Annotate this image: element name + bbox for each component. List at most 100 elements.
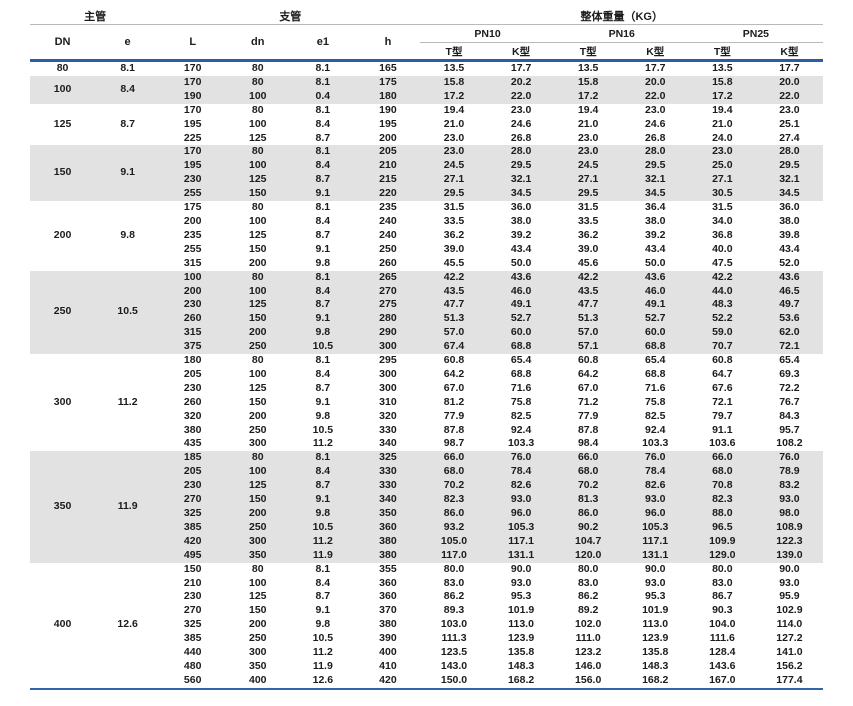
table-cell: 8.4 xyxy=(290,159,356,174)
col-header-pn10: PN10 xyxy=(420,24,555,43)
table-cell: 20.0 xyxy=(755,75,823,90)
table-cell: 230 xyxy=(183,590,202,603)
table-cell: 46.0 xyxy=(487,284,555,299)
table-cell: 96.0 xyxy=(621,507,689,521)
table-cell: 60.0 xyxy=(621,326,689,341)
table-cell: 8.1 xyxy=(315,103,331,116)
table-cell: 8.1 xyxy=(290,75,356,90)
table-cell: 102.0 xyxy=(575,618,602,631)
table-cell: 315 xyxy=(160,326,226,341)
table-cell: 80 xyxy=(251,103,264,116)
table-cell: 325 xyxy=(355,451,421,466)
table-cell: 52.7 xyxy=(487,312,555,327)
table-cell: 23.0 xyxy=(688,145,756,160)
table-cell: 320 xyxy=(379,409,397,422)
table-cell: 385 xyxy=(160,520,226,535)
table-cell: 93.2 xyxy=(420,520,488,535)
table-cell: 95.3 xyxy=(645,590,666,603)
table-cell: 87.8 xyxy=(443,423,465,436)
table-cell: 180 xyxy=(355,89,421,104)
table-cell: 100 xyxy=(225,465,291,480)
table-cell: 117.1 xyxy=(487,534,555,549)
table-cell: 105.3 xyxy=(621,520,689,535)
table-cell: 86.0 xyxy=(420,507,488,521)
table-cell: 129.0 xyxy=(688,548,756,563)
table-cell: 240 xyxy=(379,228,397,241)
table-cell: 36.4 xyxy=(645,201,666,214)
table-cell: 93.0 xyxy=(779,576,800,589)
table-cell: 76.0 xyxy=(755,451,823,466)
table-cell: 50.0 xyxy=(510,256,532,269)
table-cell: 80 xyxy=(251,62,264,74)
table-cell: 170 xyxy=(183,62,202,74)
table-cell: 32.1 xyxy=(621,173,689,188)
table-cell: 125 xyxy=(225,479,291,494)
table-cell: 72.1 xyxy=(712,395,733,408)
table-cell: 19.4 xyxy=(712,103,733,116)
table-cell: 43.6 xyxy=(621,270,689,285)
table-cell: 96.5 xyxy=(688,520,756,535)
table-cell: 23.0 xyxy=(779,103,800,116)
col-header-pn25: PN25 xyxy=(688,24,823,43)
table-cell: 46.5 xyxy=(755,284,823,299)
pipe-tee-weight-table: 主管 支管 整体重量（KG） DN e L dn e1 h PN10 PN16 … xyxy=(30,7,823,690)
table-cell: 0.4 xyxy=(290,89,356,104)
table-row: 250 10.5 100 80 8.1 265 42.2 43.6 42.2 43.6 42.2 43… xyxy=(30,270,823,355)
table-cell: 300 xyxy=(379,367,397,380)
table-cell: 100 xyxy=(249,117,267,130)
table-cell: 17.7 xyxy=(510,62,532,74)
table-cell: 60.0 xyxy=(487,326,555,341)
cell-dn: 100 xyxy=(30,75,96,104)
table-cell: 125 xyxy=(225,298,291,313)
table-cell: 29.5 xyxy=(755,159,823,174)
table-cell: 143.0 xyxy=(440,659,468,672)
table-cell: 34.5 xyxy=(621,187,689,202)
table-row: 400 12.6 150 80 8.1 355 80.0 90.0 80.0 90.0 80.0 90… xyxy=(30,562,823,631)
col-header-dn-branch: dn xyxy=(225,24,291,62)
table-cell: 141.0 xyxy=(776,646,803,659)
table-cell: 83.2 xyxy=(755,479,823,494)
table-cell: 66.0 xyxy=(554,451,622,466)
table-cell: 375 xyxy=(160,340,226,355)
table-cell: 8.7 xyxy=(290,298,356,313)
table-row: 100 8.4 170 80 8.1 175 15.8 20.2 15.8 20.0 15.8 20.… xyxy=(30,75,823,104)
table-cell: 36.0 xyxy=(779,201,800,214)
table-cell: 8.7 xyxy=(315,381,331,394)
table-cell: 9.1 xyxy=(290,187,356,202)
table-cell: 13.5 xyxy=(712,62,733,74)
table-cell: 200 xyxy=(249,409,267,422)
table-cell: 70.7 xyxy=(688,340,756,355)
group-header-total-weight: 整体重量（KG） xyxy=(420,7,823,25)
table-row: 325 200 9.8 350 86.0 96.0 86.0 96.0 88.0 98.0 xyxy=(30,507,823,521)
table-cell: 68.8 xyxy=(510,367,532,380)
table-row: 315 200 9.8 290 57.0 60.0 57.0 60.0 59.0 62.0 xyxy=(30,326,823,341)
table-cell: 31.5 xyxy=(577,201,599,214)
table-cell: 380 xyxy=(183,423,202,436)
table-cell: 90.3 xyxy=(712,604,733,617)
table-cell: 23.0 xyxy=(577,131,599,144)
table-cell: 39.0 xyxy=(577,242,599,255)
table-cell: 66.0 xyxy=(420,451,488,466)
table-cell: 89.2 xyxy=(577,604,599,617)
table-row: 125 8.7 170 80 8.1 190 19.4 23.0 19.4 23.0 19.4 23.… xyxy=(30,103,823,130)
table-cell: 48.3 xyxy=(688,298,756,313)
table-cell: 80.0 xyxy=(443,562,465,575)
table-cell: 100 xyxy=(160,270,226,285)
table-cell: 22.0 xyxy=(755,89,823,104)
table-cell: 36.0 xyxy=(510,201,532,214)
table-cell: 36.8 xyxy=(712,228,733,241)
table-cell: 49.1 xyxy=(621,298,689,313)
table-cell: 27.1 xyxy=(420,173,488,188)
table-cell: 29.5 xyxy=(621,159,689,174)
table-cell: 86.0 xyxy=(554,507,622,521)
table-cell: 13.5 xyxy=(443,62,465,74)
table-cell: 111.6 xyxy=(709,632,735,645)
table-cell: 143.6 xyxy=(709,659,736,672)
table-cell: 175 xyxy=(183,201,202,214)
table-cell: 11.9 xyxy=(312,659,333,672)
table-cell: 39.2 xyxy=(510,228,532,241)
table-cell: 195 xyxy=(160,159,226,174)
table-cell: 109.9 xyxy=(688,534,756,549)
table-cell: 80 xyxy=(251,201,264,214)
table-cell: 108.2 xyxy=(776,437,803,450)
